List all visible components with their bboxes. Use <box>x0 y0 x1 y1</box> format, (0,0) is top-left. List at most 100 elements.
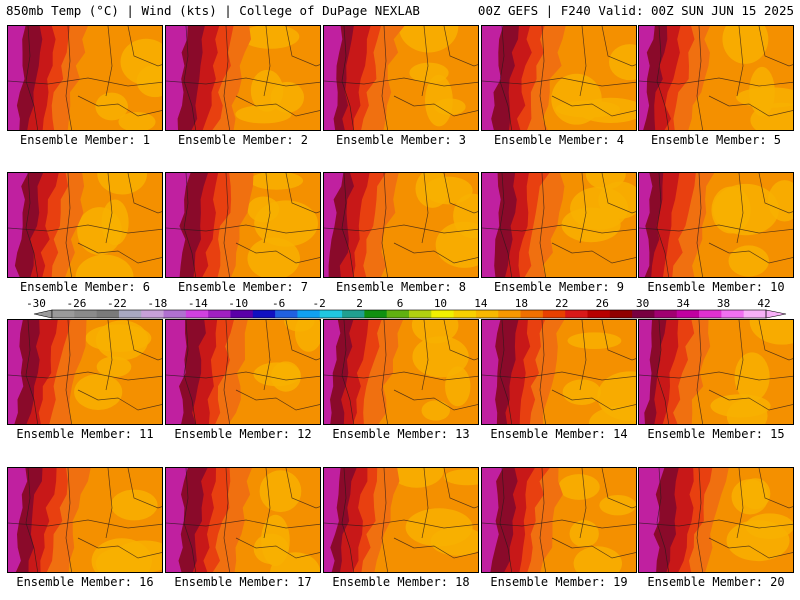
ensemble-member-label: Ensemble Member: 16 <box>16 575 154 589</box>
temperature-field <box>324 468 478 572</box>
ensemble-map-6 <box>7 172 163 278</box>
ensemble-member-label: Ensemble Member: 8 <box>335 280 467 294</box>
temperature-field <box>639 468 793 572</box>
colorbar-segment <box>185 310 209 318</box>
ensemble-member-label: Ensemble Member: 7 <box>177 280 309 294</box>
colorbar-segment <box>52 310 75 318</box>
colorbar-segment <box>587 310 611 318</box>
colorbar-segment <box>699 310 722 318</box>
colorbar-tick-label: 2 <box>356 297 363 310</box>
colorbar-tick-label: -22 <box>107 297 127 310</box>
temperature-field <box>8 320 162 424</box>
ensemble-member-label: Ensemble Member: 11 <box>16 427 154 441</box>
ensemble-map-11 <box>7 319 163 425</box>
colorbar-segment <box>208 310 231 318</box>
colorbar-segment <box>632 310 655 318</box>
colorbar-segment <box>96 310 120 318</box>
colorbar-segment <box>386 310 410 318</box>
ensemble-map-4 <box>481 25 637 131</box>
colorbar-tick-label: 22 <box>555 297 568 310</box>
temperature-field <box>8 173 162 277</box>
ensemble-map-12 <box>165 319 321 425</box>
ensemble-member-label: Ensemble Member: 17 <box>174 575 312 589</box>
temperature-colorbar: -30 -26 -22 -18 -14 -10 -6 -2 2 6 10 14 18 22 26 30 34 38… <box>26 297 787 319</box>
colorbar-tick-label: -18 <box>147 297 167 310</box>
colorbar-outline <box>51 309 767 319</box>
colorbar-tick-label: -10 <box>228 297 248 310</box>
ensemble-map-14 <box>481 319 637 425</box>
ensemble-member-label: Ensemble Member: 1 <box>19 133 151 147</box>
ensemble-member-label: Ensemble Member: 10 <box>647 280 785 294</box>
ensemble-member-label: Ensemble Member: 5 <box>650 133 782 147</box>
colorbar-segment <box>609 310 633 318</box>
ensemble-map-8 <box>323 172 479 278</box>
colorbar-segment <box>721 310 745 318</box>
colorbar-tick-label: -14 <box>188 297 208 310</box>
ensemble-map-16 <box>7 467 163 573</box>
temperature-field <box>482 468 636 572</box>
colorbar-tick-label: 42 <box>757 297 770 310</box>
ensemble-map-1 <box>7 25 163 131</box>
colorbar-segment <box>743 310 767 318</box>
temperature-field <box>166 173 320 277</box>
colorbar-tick-label: -6 <box>272 297 285 310</box>
ensemble-member-label: Ensemble Member: 19 <box>490 575 628 589</box>
colorbar-segment <box>118 310 142 318</box>
colorbar-tick-label: -2 <box>312 297 325 310</box>
colorbar-segment <box>431 310 455 318</box>
colorbar-segment <box>252 310 276 318</box>
ensemble-map-2 <box>165 25 321 131</box>
ensemble-map-7 <box>165 172 321 278</box>
temperature-field <box>639 26 793 130</box>
ensemble-map-10 <box>638 172 794 278</box>
ensemble-map-13 <box>323 319 479 425</box>
temperature-field <box>324 26 478 130</box>
colorbar-tick-label: 38 <box>717 297 730 310</box>
ensemble-map-18 <box>323 467 479 573</box>
ensemble-member-label: Ensemble Member: 13 <box>332 427 470 441</box>
colorbar-tick-label: 30 <box>636 297 649 310</box>
colorbar-segment <box>676 310 700 318</box>
colorbar-segment <box>297 310 321 318</box>
ensemble-map-15 <box>638 319 794 425</box>
ensemble-member-label: Ensemble Member: 12 <box>174 427 312 441</box>
colorbar-segment <box>542 310 566 318</box>
colorbar-tick-label: 18 <box>515 297 528 310</box>
colorbar-min-arrow <box>33 309 53 319</box>
ensemble-member-label: Ensemble Member: 14 <box>490 427 628 441</box>
colorbar-segment <box>163 310 187 318</box>
colorbar-segment <box>319 310 343 318</box>
ensemble-member-label: Ensemble Member: 3 <box>335 133 467 147</box>
colorbar-segment <box>230 310 254 318</box>
colorbar-segment <box>520 310 544 318</box>
ensemble-member-label: Ensemble Member: 18 <box>332 575 470 589</box>
colorbar-tick-label: 10 <box>434 297 447 310</box>
ensemble-map-9 <box>481 172 637 278</box>
ensemble-member-label: Ensemble Member: 9 <box>493 280 625 294</box>
colorbar-max-arrow <box>765 309 787 319</box>
temperature-field <box>482 320 636 424</box>
colorbar-tick-label: 34 <box>676 297 690 310</box>
colorbar-tick-label: 26 <box>596 297 609 310</box>
temperature-field <box>166 26 320 130</box>
colorbar-segment <box>275 310 298 318</box>
colorbar-tick-label: -26 <box>67 297 87 310</box>
ensemble-member-label: Ensemble Member: 2 <box>177 133 309 147</box>
ensemble-member-label: Ensemble Member: 15 <box>647 427 785 441</box>
colorbar-segment <box>565 310 588 318</box>
temperature-field <box>639 320 793 424</box>
colorbar-segment <box>364 310 388 318</box>
colorbar-tick-label: 14 <box>474 297 488 310</box>
ensemble-map-19 <box>481 467 637 573</box>
valid-time-label: 00Z GEFS | F240 Valid: 00Z SUN JUN 15 20… <box>477 3 794 18</box>
colorbar-segment <box>409 310 432 318</box>
colorbar-tick-label: -30 <box>26 297 46 310</box>
colorbar-segment <box>654 310 678 318</box>
ensemble-map-5 <box>638 25 794 131</box>
ensemble-map-20 <box>638 467 794 573</box>
colorbar-segment <box>342 310 365 318</box>
ensemble-member-label: Ensemble Member: 20 <box>647 575 785 589</box>
chart-title: 850mb Temp (°C) | Wind (kts) | College o… <box>6 3 420 18</box>
temperature-field <box>8 26 162 130</box>
temperature-field <box>166 320 320 424</box>
